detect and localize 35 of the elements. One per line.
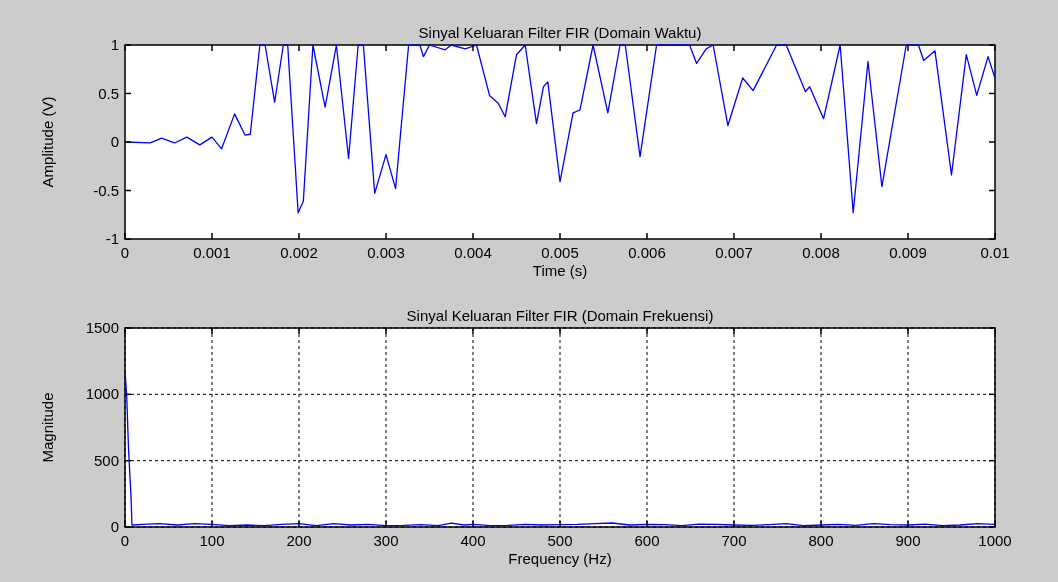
y-tick-label: 0.5 <box>98 84 119 102</box>
x-tick-label: 800 <box>808 532 834 549</box>
x-tick-label: 300 <box>373 532 399 549</box>
y-tick-label: 1000 <box>85 385 119 403</box>
y-tick-label: -0.5 <box>93 181 119 199</box>
x-axis-title: Frequency (Hz) <box>508 550 612 567</box>
x-tick-label: 0.007 <box>715 244 753 261</box>
y-axis-title: Amplitude (V) <box>39 96 56 188</box>
x-tick-label: 1000 <box>978 532 1012 549</box>
x-tick-label: 500 <box>547 532 573 549</box>
x-tick-label: 700 <box>721 532 747 549</box>
x-tick-label: 900 <box>895 532 921 549</box>
y-tick-label: -1 <box>105 230 119 247</box>
x-tick-label: 600 <box>634 532 660 549</box>
x-tick-label: 400 <box>460 532 486 549</box>
x-tick-label: 0.01 <box>980 244 1010 261</box>
x-tick-label: 0.002 <box>280 244 318 261</box>
x-tick-label: 0.004 <box>454 244 492 261</box>
y-tick-label: 1500 <box>85 319 119 336</box>
y-axis-title: Magnitude <box>39 392 56 463</box>
chart-title: Sinyal Keluaran Filter FIR (Domain Waktu) <box>418 24 702 41</box>
x-tick-label: 200 <box>286 532 312 549</box>
x-tick-label: 0.006 <box>628 244 666 261</box>
x-tick-label: 0.003 <box>367 244 405 261</box>
y-tick-label: 0 <box>110 133 119 150</box>
x-tick-label: 0.005 <box>541 244 579 261</box>
x-tick-label: 0.009 <box>889 244 927 261</box>
x-axis-title: Time (s) <box>532 262 588 279</box>
chart-title: Sinyal Keluaran Filter FIR (Domain Frekuensi) <box>406 307 714 324</box>
y-tick-label: 1 <box>110 36 119 53</box>
x-tick-label: 0.001 <box>193 244 231 261</box>
y-tick-label: 0 <box>110 518 119 535</box>
y-tick-label: 500 <box>93 451 119 469</box>
x-tick-label: 0.008 <box>802 244 840 261</box>
x-tick-label: 100 <box>199 532 225 549</box>
